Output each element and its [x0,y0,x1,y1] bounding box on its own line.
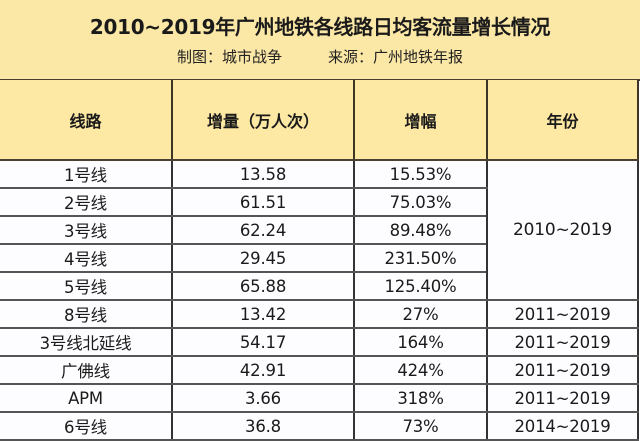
cell-growth: 15.53% [353,160,488,189]
cell-years: 2011~2019 [486,356,639,385]
cell-years: 2011~2019 [486,300,639,329]
cell-years: 2011~2019 [486,328,639,357]
cell-increase: 61.51 [171,188,355,217]
table-row: 6号线 36.8 73% 2014~2019 [0,412,639,441]
cell-increase: 62.24 [171,216,355,245]
table-header-row: 线路 增量（万人次） 增幅 年份 [0,80,639,161]
cell-increase: 13.42 [171,300,355,329]
column-header-growth: 增幅 [353,80,488,161]
cell-years-merged: 2010~2019 [486,160,639,301]
cell-line: 3号线 [0,216,173,245]
cell-increase: 42.91 [171,356,355,385]
cell-growth: 318% [353,384,488,413]
table-row: 3号线北延线 54.17 164% 2011~2019 [0,328,639,357]
page-title: 2010~2019年广州地铁各线路日均客流量增长情况 [89,15,551,39]
table-row: APM 3.66 318% 2011~2019 [0,384,639,413]
cell-growth: 164% [353,328,488,357]
data-table: 线路 增量（万人次） 增幅 年份 1号线 13.58 15.53% 2010~2… [0,80,639,441]
table-row: 3号线 62.24 89.48% [0,216,638,245]
cell-increase: 54.17 [171,328,355,357]
title-block: 2010~2019年广州地铁各线路日均客流量增长情况 制图：城市战争 来源：广州地… [0,0,640,81]
column-header-years: 年份 [486,80,639,161]
cell-growth: 75.03% [353,188,488,217]
source-label: 来源：广州地铁年报 [328,48,464,66]
cell-line: APM [0,384,173,413]
cell-years: 2011~2019 [486,384,639,413]
table-row: 5号线 65.88 125.40% [0,272,638,301]
cell-line: 1号线 [0,160,173,189]
cell-growth: 125.40% [353,272,488,301]
table-row: 8号线 13.42 27% 2011~2019 [0,300,639,329]
cell-line: 8号线 [0,300,173,329]
cell-line: 5号线 [0,272,173,301]
cell-years: 2014~2019 [486,412,639,441]
cell-growth: 231.50% [353,244,488,273]
cell-line: 广佛线 [0,356,173,385]
cell-increase: 3.66 [171,384,355,413]
table-row: 1号线 13.58 15.53% 2010~2019 [0,160,639,301]
credit-label: 制图：城市战争 [176,48,282,66]
cell-increase: 29.45 [171,244,355,273]
table-row: 2号线 61.51 75.03% [0,188,638,217]
cell-growth: 424% [353,356,488,385]
cell-growth: 27% [353,300,488,329]
cell-increase: 36.8 [171,412,355,441]
table-row: 4号线 29.45 231.50% [0,244,638,273]
cell-increase: 13.58 [171,160,355,189]
table-row: 广佛线 42.91 424% 2011~2019 [0,356,639,385]
cell-increase: 65.88 [171,272,355,301]
cell-growth: 73% [353,412,488,441]
cell-growth: 89.48% [353,216,488,245]
column-header-increase: 增量（万人次） [171,80,355,161]
cell-line: 2号线 [0,188,173,217]
column-header-line: 线路 [0,80,173,161]
cell-line: 3号线北延线 [0,328,173,357]
cell-line: 6号线 [0,412,173,441]
cell-line: 4号线 [0,244,173,273]
subtitle: 制图：城市战争 来源：广州地铁年报 [0,46,640,67]
